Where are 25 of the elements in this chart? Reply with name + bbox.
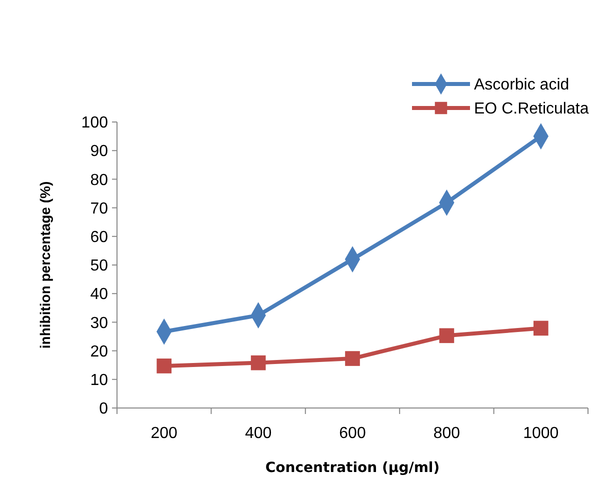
x-tick-label: 1000: [523, 425, 559, 442]
y-tick-label: 30: [90, 314, 108, 332]
y-tick-label: 20: [90, 343, 108, 360]
y-tick-label: 50: [90, 258, 108, 275]
y-tick-label: 40: [90, 286, 108, 304]
y-axis-title: inhibition percentage (%): [37, 181, 53, 349]
point: [345, 351, 360, 366]
point: [250, 355, 266, 370]
y-tick-label: 100: [81, 114, 108, 132]
point: [439, 328, 454, 344]
x-axis-title: Concentration (µg/ml): [265, 460, 440, 476]
y-tick-label: 0: [99, 400, 108, 418]
y-tick-label: 80: [90, 172, 108, 189]
x-tick-label: 800: [433, 425, 460, 442]
x-tick-label: 600: [339, 425, 366, 442]
x-tick-label: 200: [150, 425, 178, 442]
y-tick-label: 70: [90, 200, 108, 218]
y-tick-label: 10: [90, 372, 108, 389]
x-tick-label: 400: [244, 425, 272, 442]
point: [533, 320, 548, 336]
legend-label: Ascorbic acid: [474, 76, 570, 94]
y-tick-label: 90: [90, 143, 108, 160]
point: [156, 358, 172, 374]
legend-label: EO C.Reticulata: [474, 100, 589, 118]
y-tick-label: 60: [90, 229, 108, 246]
